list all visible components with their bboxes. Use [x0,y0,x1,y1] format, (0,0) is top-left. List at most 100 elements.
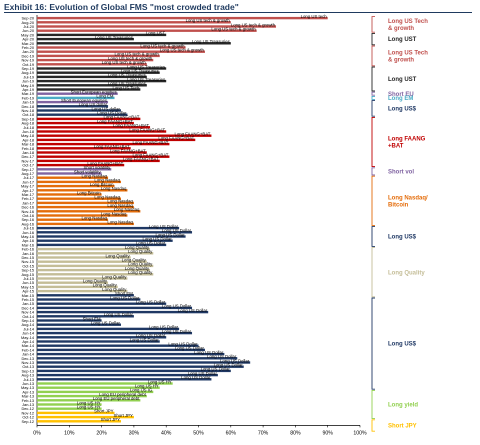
bar [37,403,102,406]
bar [37,100,109,104]
date-label: Oct-13 [22,364,34,369]
bar-label: Long US Dollar [175,346,205,351]
group-label: Short vol [388,170,414,176]
date-label: Nov-13 [21,360,34,365]
bar-label: Long US Treasuries [95,35,133,40]
bar [37,67,167,70]
group-label: Long UST [388,37,417,43]
group-label-line: Long US$ [388,235,417,241]
date-label: May-16 [21,234,34,239]
date-label: Jun-13 [22,381,34,386]
date-label: Jul-15 [23,276,34,281]
group-bracket [371,297,375,390]
date-label: Oct-19 [22,62,34,67]
bar-label: Long US Treasuries [121,69,159,74]
bar [37,201,134,205]
group-bracket [371,95,375,100]
group-bracket [371,100,375,117]
date-label: Jul-19 [23,74,34,79]
date-label: Jan-16 [22,251,34,256]
bar [37,315,134,318]
bar [37,239,173,242]
date-label: Mar-19 [22,91,34,96]
date-label: Jun-14 [22,331,35,336]
bar-label: Long US Dollar [143,237,173,242]
date-label: Mar-14 [22,343,35,348]
bar [37,386,160,389]
bar [37,256,131,259]
bar-label: Long US dollar [79,102,108,107]
date-label: Oct-15 [22,263,34,268]
bar-label: Long EU peripheral debt [99,392,146,397]
x-tick-label: 90% [323,430,334,436]
bar [37,289,128,293]
bar-label: Long US Treasuries [127,64,165,69]
date-label: Jan-18 [22,150,34,155]
bar-label: Short volatility [84,165,112,170]
bar [37,331,193,335]
bar [37,197,121,200]
bar [37,50,205,53]
bar [37,214,128,217]
date-label: Jul-18 [23,125,34,130]
group-label-line: Long US Tech [388,51,428,57]
bar [37,252,154,255]
bar [37,75,147,79]
group-label: Long FAANG +BAT [388,137,426,150]
bar [37,138,196,142]
bar-label: Long US Dollar [130,337,160,342]
bar [37,394,147,398]
bar-label: Long Quality [122,258,147,263]
bar [37,46,186,49]
date-label: Feb-18 [22,146,34,151]
bar [37,134,212,137]
date-label: Apr-18 [22,137,34,142]
bar [37,382,173,385]
bar-label: Long US Dollar [162,329,192,334]
bar-label: Long US Dollar [188,371,218,376]
group-label-line: Short EU [388,92,414,98]
bar-label: Long US Treasuries [108,81,146,86]
bar-label: Long FAANG+BAT [87,161,123,166]
x-tick-label: 50% [193,430,204,436]
bar-label: Long Quality [128,249,153,254]
bar [37,415,134,419]
date-label: Dec-18 [21,104,34,109]
group-label: Long US Tech & growth [388,19,428,32]
date-label: Jun-15 [22,280,34,285]
bar [37,231,193,234]
bar-label: Long Nasdaq [81,174,107,179]
date-label: Aug-18 [21,121,34,126]
date-label: Sep-19 [21,66,34,71]
bar-label: Long US Dollar [91,321,121,326]
date-label: Aug-19 [21,70,34,75]
date-label: Oct-16 [22,213,34,218]
bar [37,302,167,305]
bar [37,126,151,129]
date-label: Feb-14 [22,347,35,352]
date-label: Dec-19 [21,53,34,58]
date-label: Mar-20 [22,41,35,46]
x-tick-label: 100% [353,430,367,436]
bar [37,369,231,373]
bar-label: Long FAANG+BAT [175,132,211,137]
date-label: Sep-16 [21,217,34,222]
date-label: May-18 [21,133,34,138]
date-label: Apr-15 [22,289,34,294]
bar-label: Long FAANG+BAT [129,127,165,132]
date-label: May-14 [21,335,35,340]
bar-label: Long US Dollar [149,224,179,229]
date-label: Dec-13 [21,356,34,361]
bar-label: Long US Dollar [168,342,198,347]
group-label-line: Long yield [388,403,418,409]
date-label: Jun-19 [22,79,34,84]
bar-label: Long FAANG+BAT [158,136,194,141]
bar [37,159,160,163]
bar [37,184,115,188]
chart-title: Exhibit 16: Evolution of Global FMS "mos… [4,2,239,12]
date-label: Feb-20 [22,45,35,50]
bar-label: Long FAANG+BAT [113,123,149,128]
date-label: Aug-20 [21,20,34,25]
bar-label: Long Quality [125,245,150,250]
group-label-line: Short JPY [388,424,417,430]
